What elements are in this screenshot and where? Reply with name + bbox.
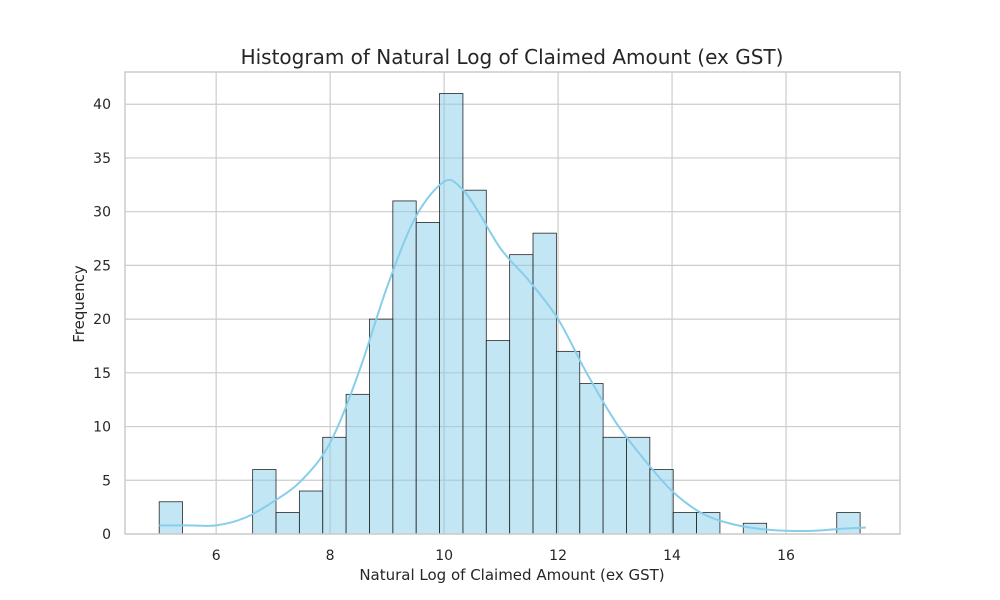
histogram-bar <box>415 222 440 535</box>
y-tick-label: 15 <box>93 366 111 382</box>
histogram-bar <box>322 436 347 535</box>
chart-title: Histogram of Natural Log of Claimed Amou… <box>241 45 784 69</box>
y-tick-label: 20 <box>93 312 111 328</box>
histogram-bar <box>158 501 183 535</box>
histogram-bar <box>836 512 861 535</box>
x-tick-label: 6 <box>212 548 221 564</box>
histogram-bar <box>345 393 370 535</box>
x-tick-label: 8 <box>326 548 335 564</box>
histogram-bar <box>532 232 557 535</box>
histogram-bar <box>298 490 324 535</box>
histogram-bar <box>462 189 487 535</box>
y-tick-label: 10 <box>93 420 111 436</box>
histogram-bar <box>369 318 394 535</box>
x-tick-label: 10 <box>435 548 453 564</box>
kde-density-line <box>159 178 866 533</box>
histogram-bar <box>555 350 581 535</box>
y-tick-label: 5 <box>102 473 111 489</box>
histogram-bar <box>275 512 300 535</box>
histogram-bar <box>579 383 604 535</box>
histogram-bar <box>439 93 464 535</box>
plot-frame <box>124 71 901 535</box>
y-tick-labels: 0 5 10 15 20 25 30 35 40 <box>93 97 111 543</box>
y-tick-label: 40 <box>93 97 111 113</box>
histogram-bar <box>602 436 627 535</box>
grid-layer <box>125 72 900 535</box>
y-tick-label: 0 <box>102 527 111 543</box>
y-tick-label: 35 <box>93 151 111 167</box>
x-axis-label: Natural Log of Claimed Amount (ex GST) <box>359 566 664 584</box>
x-tick-label: 16 <box>777 548 795 564</box>
y-tick-label: 30 <box>93 205 111 221</box>
bars-layer <box>158 93 861 535</box>
x-tick-labels: 6 8 10 12 14 16 <box>212 548 795 564</box>
x-tick-label: 12 <box>549 548 567 564</box>
histogram-bar <box>485 340 511 535</box>
histogram-bar <box>672 512 697 535</box>
y-tick-label: 25 <box>93 258 111 274</box>
histogram-bar <box>509 254 534 535</box>
histogram-bar <box>392 200 417 535</box>
y-axis-label: Frequency <box>70 265 88 343</box>
x-tick-label: 14 <box>663 548 681 564</box>
